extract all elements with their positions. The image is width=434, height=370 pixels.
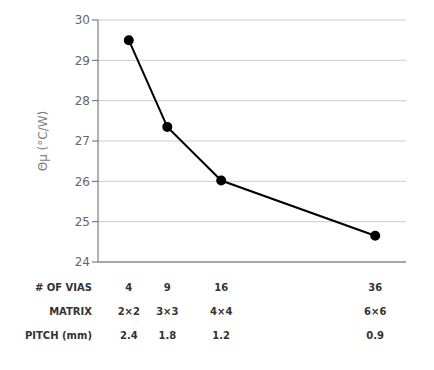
svg-text:Θμ (°C/W): Θμ (°C/W) <box>36 111 50 172</box>
svg-text:PITCH (mm): PITCH (mm) <box>25 330 92 341</box>
svg-text:2×2: 2×2 <box>118 306 140 317</box>
svg-text:3×3: 3×3 <box>156 306 178 317</box>
svg-text:1.8: 1.8 <box>158 330 176 341</box>
svg-text:2.4: 2.4 <box>120 330 138 341</box>
svg-text:# OF VIAS: # OF VIAS <box>35 282 92 293</box>
svg-text:16: 16 <box>214 282 228 293</box>
svg-text:28: 28 <box>75 94 90 108</box>
svg-text:4×4: 4×4 <box>210 306 232 317</box>
svg-text:6×6: 6×6 <box>364 306 386 317</box>
svg-text:25: 25 <box>75 215 90 229</box>
svg-text:29: 29 <box>75 54 90 68</box>
svg-text:MATRIX: MATRIX <box>49 306 92 317</box>
svg-text:27: 27 <box>75 134 90 148</box>
svg-text:9: 9 <box>164 282 171 293</box>
svg-text:30: 30 <box>75 13 90 27</box>
svg-text:4: 4 <box>125 282 132 293</box>
svg-text:26: 26 <box>75 175 90 189</box>
svg-text:24: 24 <box>75 255 90 269</box>
svg-text:1.2: 1.2 <box>212 330 230 341</box>
svg-text:0.9: 0.9 <box>366 330 384 341</box>
svg-text:36: 36 <box>368 282 382 293</box>
